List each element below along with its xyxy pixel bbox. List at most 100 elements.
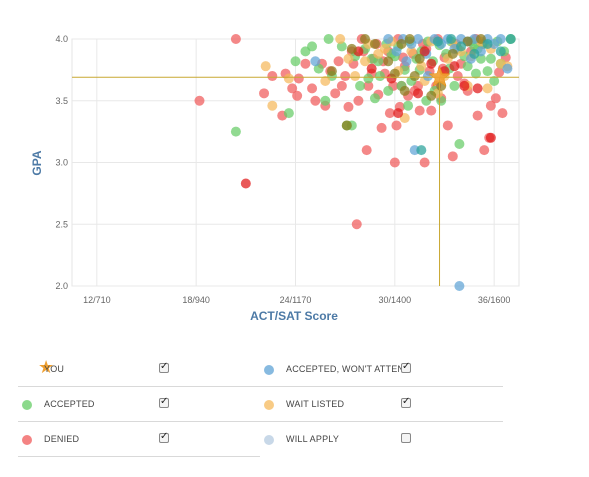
- legend-dot-accepted: [22, 400, 32, 410]
- y-tick-label: 3.5: [55, 96, 68, 106]
- data-point-strong-denied: [393, 108, 404, 119]
- data-point-dark-olive: [383, 56, 394, 67]
- data-point-accepted: [283, 108, 294, 119]
- data-point-denied: [442, 120, 453, 131]
- data-point-denied: [353, 95, 364, 106]
- data-point-accepted: [363, 73, 374, 84]
- data-point-denied: [343, 101, 354, 112]
- data-point-teal: [495, 46, 506, 57]
- data-point-accepted: [403, 100, 414, 111]
- checkbox-will-apply[interactable]: [401, 433, 411, 443]
- data-point-wait-listed: [343, 53, 354, 64]
- legend-dot-will-apply: [264, 435, 274, 445]
- data-point-denied: [310, 95, 321, 106]
- data-point-denied: [336, 80, 347, 91]
- data-point-wait-listed: [360, 56, 371, 67]
- data-point-strong-denied: [366, 63, 377, 74]
- data-point-wait-listed: [406, 46, 417, 57]
- data-point-wait-listed: [267, 100, 278, 111]
- data-point-dark-olive: [360, 34, 371, 44]
- you-star-icon: [428, 65, 451, 87]
- x-tick-label: 24/1170: [280, 295, 312, 305]
- data-point-accepted: [454, 138, 465, 149]
- data-point-dark-olive: [326, 66, 337, 77]
- data-point-wait-listed: [335, 34, 346, 44]
- y-axis-title: GPA: [30, 150, 44, 175]
- data-point-denied: [472, 110, 483, 121]
- legend-dot-wait-listed: [264, 400, 274, 410]
- data-point-teal: [456, 41, 467, 52]
- data-point-strong-denied: [413, 88, 424, 99]
- data-point-denied: [389, 157, 400, 168]
- data-point-denied: [426, 105, 437, 116]
- data-point-dark-olive: [414, 53, 425, 64]
- data-point-denied: [384, 108, 395, 119]
- data-point-denied: [194, 95, 205, 106]
- legend-dot-denied: [22, 435, 32, 445]
- y-tick-label: 3.0: [55, 158, 68, 168]
- data-point-wait-listed: [482, 83, 493, 94]
- data-point-accepted-wont-attend: [310, 56, 321, 67]
- data-point-denied: [259, 88, 270, 99]
- data-point-strong-denied: [240, 178, 251, 189]
- y-tick-label: 2.0: [55, 281, 68, 291]
- data-point-denied: [330, 88, 341, 99]
- legend: ★ YOU ACCEPTED, WON'T ATTEND ACCEPTED WA…: [0, 352, 589, 477]
- data-point-accepted-wont-attend: [391, 46, 402, 57]
- x-tick-label: 36/1600: [478, 295, 511, 305]
- data-point-dark-olive: [447, 48, 458, 59]
- data-point-accepted-wont-attend: [454, 281, 465, 291]
- data-point-denied: [230, 34, 241, 44]
- checkbox-accepted-wont-attend[interactable]: [401, 361, 411, 373]
- data-point-strong-denied: [449, 61, 460, 72]
- legend-label-will-apply: WILL APPLY: [286, 434, 340, 444]
- data-point-dark-olive: [389, 68, 400, 79]
- x-tick-label: 12/710: [83, 295, 111, 305]
- data-point-denied: [479, 145, 490, 156]
- data-point-wait-listed: [379, 43, 390, 54]
- data-point-dark-olive: [341, 120, 352, 131]
- data-point-teal: [505, 34, 516, 44]
- data-point-accepted: [307, 41, 318, 52]
- data-point-denied: [485, 100, 496, 111]
- checkbox-wait-listed[interactable]: [401, 396, 411, 408]
- data-points: [194, 34, 516, 291]
- data-point-accepted: [489, 75, 500, 86]
- data-point-denied: [363, 80, 374, 91]
- data-point-denied: [267, 71, 278, 82]
- data-point-denied: [497, 108, 508, 119]
- axis-ticks: 12/710 18/940 24/1170 30/1400 36/1600 2.0 2.5 3…: [55, 34, 510, 305]
- data-point-denied: [292, 90, 303, 101]
- data-point-accepted: [290, 56, 301, 67]
- checkbox-denied[interactable]: [159, 431, 169, 443]
- data-point-teal: [469, 48, 480, 59]
- data-point-teal: [482, 38, 493, 49]
- data-point-dark-olive: [426, 90, 437, 101]
- data-point-strong-denied: [419, 46, 430, 57]
- data-point-dark-olive: [404, 34, 415, 44]
- data-point-dark-olive: [369, 38, 380, 49]
- data-point-denied: [287, 83, 298, 94]
- data-point-accepted: [383, 85, 394, 96]
- data-point-dark-olive: [396, 38, 407, 49]
- x-axis-title: ACT/SAT Score: [250, 309, 338, 323]
- data-point-denied: [340, 71, 351, 82]
- checkbox-you[interactable]: [159, 361, 169, 373]
- data-point-wait-listed: [350, 71, 361, 82]
- data-point-denied: [300, 58, 311, 69]
- y-tick-label: 2.5: [55, 219, 68, 229]
- legend-label-accepted: ACCEPTED: [44, 399, 95, 409]
- data-point-accepted: [373, 56, 384, 67]
- legend-divider: [18, 456, 260, 457]
- data-point-accepted-wont-attend: [401, 56, 412, 67]
- data-point-denied: [414, 105, 425, 116]
- data-point-denied: [307, 83, 318, 94]
- data-point-denied: [447, 151, 458, 162]
- data-point-strong-denied: [459, 80, 470, 91]
- legend-label-accepted-wont-attend: ACCEPTED, WON'T ATTEND: [286, 364, 411, 374]
- checkbox-accepted[interactable]: [159, 396, 169, 408]
- data-point-strong-denied: [472, 83, 483, 94]
- data-point-dark-olive: [409, 71, 420, 82]
- data-point-accepted: [449, 80, 460, 91]
- data-point-accepted: [323, 34, 334, 44]
